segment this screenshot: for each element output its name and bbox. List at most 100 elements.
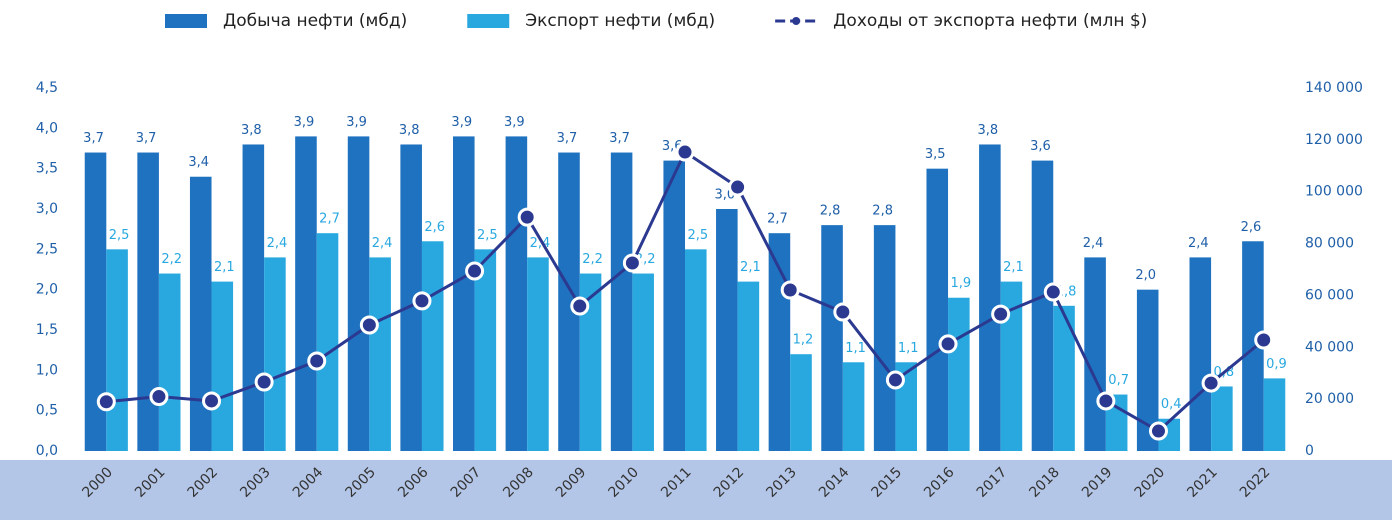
line-marker — [622, 253, 642, 273]
bar — [821, 225, 843, 451]
data-label: 3,5 — [925, 147, 946, 162]
bar — [1211, 386, 1233, 451]
line-marker — [96, 392, 116, 412]
bar — [347, 136, 370, 451]
data-label: 3,7 — [557, 131, 578, 146]
bar — [527, 257, 549, 451]
bar — [452, 136, 475, 451]
y-tick-label: 1,5 — [36, 322, 58, 338]
data-label: 2,4 — [267, 236, 288, 251]
bar — [926, 168, 949, 451]
bar — [737, 281, 760, 451]
data-label: 3,8 — [241, 123, 262, 138]
data-label: 2,8 — [872, 204, 893, 219]
data-label: 3,7 — [136, 131, 157, 146]
legend-swatch — [792, 17, 801, 25]
data-label: 2,5 — [477, 228, 498, 243]
bar — [948, 297, 970, 451]
legend-swatch — [467, 14, 510, 28]
bar — [1263, 378, 1286, 451]
bar — [1189, 257, 1212, 451]
line-marker — [412, 291, 432, 311]
data-label: 2,1 — [740, 260, 761, 275]
line-marker — [991, 304, 1011, 324]
data-label: 2,6 — [424, 220, 445, 235]
bar — [716, 209, 738, 451]
y-tick-label: 3,5 — [36, 161, 58, 177]
line-marker — [1096, 391, 1116, 411]
data-label: 3,7 — [609, 131, 630, 146]
data-label: 2,6 — [1241, 220, 1262, 235]
data-label: 3,9 — [294, 115, 315, 130]
line-marker — [833, 302, 853, 322]
line-marker — [359, 315, 379, 335]
bar — [873, 225, 896, 451]
line-marker — [202, 391, 222, 411]
y-tick-label: 0,0 — [36, 443, 58, 459]
line-marker — [780, 280, 800, 300]
data-label: 0,7 — [1108, 373, 1129, 388]
data-label: 3,7 — [83, 131, 104, 146]
data-label: 1,1 — [898, 341, 919, 356]
bar — [264, 257, 286, 451]
category-band — [0, 460, 1392, 520]
line-marker — [570, 296, 590, 316]
data-label: 2,0 — [1135, 268, 1156, 283]
data-label: 1,2 — [793, 333, 814, 348]
y-tick-label: 4,5 — [36, 80, 58, 96]
bar — [579, 273, 602, 451]
bar — [979, 144, 1001, 451]
legend-swatch — [165, 14, 207, 28]
bar — [106, 249, 128, 451]
line-marker — [1148, 421, 1168, 441]
line-marker — [675, 142, 695, 162]
y-tick-label: 2,5 — [36, 241, 58, 257]
y-tick-label: 0,5 — [36, 403, 58, 419]
bar — [1053, 305, 1075, 451]
bar — [558, 152, 580, 452]
bar — [505, 136, 528, 451]
bar — [1084, 257, 1106, 451]
line-marker — [1043, 282, 1063, 302]
data-label: 3,6 — [1030, 139, 1051, 154]
data-label: 3,4 — [188, 155, 209, 170]
bar — [316, 233, 339, 451]
bar — [84, 152, 107, 452]
data-label: 2,7 — [319, 212, 340, 227]
line-marker — [149, 387, 169, 407]
bar — [632, 273, 654, 451]
line-marker — [728, 177, 748, 197]
data-label: 3,8 — [978, 123, 999, 138]
data-label: 3,9 — [451, 115, 472, 130]
y2-tick-label: 20 000 — [1305, 391, 1354, 407]
y2-tick-label: 40 000 — [1305, 339, 1354, 355]
data-label: 2,4 — [372, 236, 393, 251]
line-marker — [254, 372, 274, 392]
data-label: 3,8 — [399, 123, 420, 138]
data-label: 3,9 — [346, 115, 367, 130]
data-label: 2,4 — [1188, 236, 1209, 251]
line-marker — [465, 261, 485, 281]
data-label: 2,2 — [582, 252, 603, 267]
data-label: 0,9 — [1266, 357, 1287, 372]
bar — [1000, 281, 1023, 451]
line-marker — [1201, 373, 1221, 393]
bar — [685, 249, 707, 451]
y2-tick-label: 120 000 — [1305, 132, 1363, 148]
data-label: 2,4 — [1083, 236, 1104, 251]
bar — [1242, 241, 1264, 451]
line-marker — [1254, 330, 1274, 350]
data-label: 1,9 — [950, 276, 971, 291]
bar — [1136, 289, 1159, 451]
y2-tick-label: 100 000 — [1305, 184, 1363, 200]
bar — [242, 144, 265, 451]
bar — [790, 354, 812, 451]
data-label: 2,7 — [767, 212, 788, 227]
bar — [474, 249, 497, 451]
y-tick-label: 3,0 — [36, 201, 58, 217]
bar — [421, 241, 444, 451]
y-tick-label: 2,0 — [36, 282, 58, 298]
line-marker — [938, 334, 958, 354]
bar — [137, 152, 159, 452]
